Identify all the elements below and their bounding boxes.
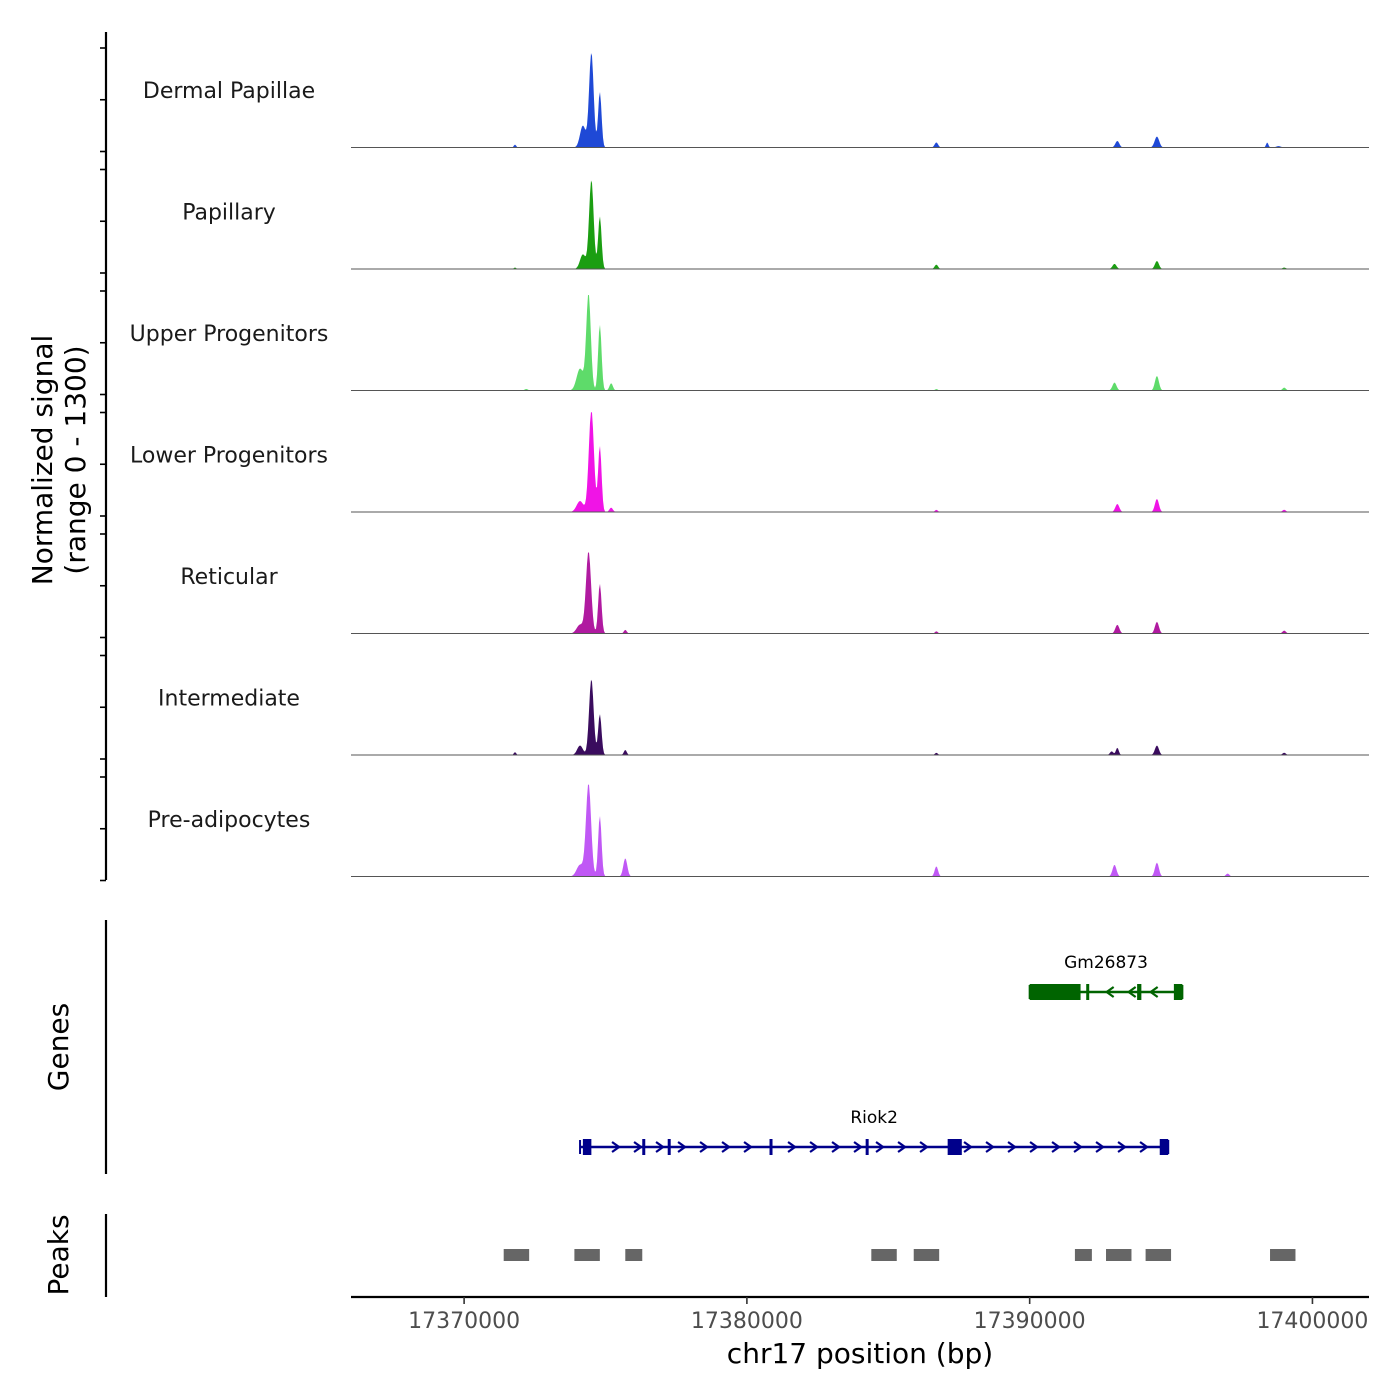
strand-arrow-icon (699, 1141, 709, 1153)
track-label: Papillary (182, 201, 276, 226)
track-label: Dermal Papillae (143, 79, 315, 104)
exon (1159, 1139, 1169, 1155)
exon (582, 1139, 592, 1155)
gene-label: Gm26873 (1064, 953, 1148, 973)
exon (642, 1139, 646, 1155)
strand-arrow-icon (633, 1141, 643, 1153)
strand-arrow-icon (787, 1141, 797, 1153)
signal-tracks: Dermal Papillae Papillary Upper Progenitor… (130, 53, 1369, 877)
x-tick-label: 17370000 (408, 1309, 520, 1334)
strand-arrow-icon (1073, 1141, 1083, 1153)
track-3: Upper Progenitors (130, 295, 1369, 391)
strand-arrow-icon (743, 1141, 753, 1153)
strand-arrow-icon (1104, 986, 1115, 998)
signal-area (351, 180, 1369, 269)
track-label: Intermediate (158, 687, 300, 712)
track-label: Lower Progenitors (130, 444, 328, 469)
strand-arrow-icon (809, 1141, 819, 1153)
peak-track (503, 1249, 1296, 1261)
exon (667, 1139, 671, 1155)
track-7: Pre-adipocytes (148, 784, 1369, 877)
strand-arrow-icon (1148, 986, 1159, 998)
strand-arrow-icon (1007, 1141, 1017, 1153)
strand-arrow-icon (1139, 1141, 1149, 1153)
peak-region (1270, 1249, 1296, 1261)
peak-region (1106, 1249, 1132, 1261)
strand-arrow-icon (985, 1141, 995, 1153)
track-label: Upper Progenitors (130, 322, 329, 347)
peaks-panel-label: Peaks (42, 1214, 75, 1295)
genes-panel-label: Genes (42, 1003, 75, 1091)
exon (865, 1139, 869, 1155)
exon (947, 1139, 962, 1155)
track-5: Reticular (180, 552, 1369, 634)
signal-area (351, 295, 1369, 391)
strand-arrow-icon (1117, 1141, 1127, 1153)
peak-region (871, 1249, 897, 1261)
signal-area (351, 412, 1369, 512)
track-6: Intermediate (158, 679, 1369, 756)
peak-region (1145, 1249, 1172, 1261)
strand-arrow-icon (1029, 1141, 1039, 1153)
gene-label: Riok2 (850, 1108, 898, 1128)
strand-arrow-icon (611, 1141, 621, 1153)
signal-area (351, 53, 1369, 148)
peak-region (625, 1249, 643, 1261)
strand-arrow-icon (655, 1141, 665, 1153)
x-tick-label: 17400000 (1256, 1309, 1368, 1334)
peak-region (503, 1249, 530, 1261)
peak-region (574, 1249, 600, 1261)
strand-arrow-icon (831, 1141, 841, 1153)
strand-arrow-icon (721, 1141, 731, 1153)
gene-Gm26873: Gm26873 (1028, 953, 1184, 1000)
x-tick-label: 17390000 (974, 1309, 1086, 1334)
track-4: Lower Progenitors (130, 412, 1369, 513)
peak-region (1074, 1249, 1092, 1261)
strand-arrow-icon (1051, 1141, 1061, 1153)
strand-arrow-icon (919, 1141, 929, 1153)
exon (769, 1139, 773, 1155)
y-axis-title-line2: (range 0 - 1300) (59, 345, 92, 574)
signal-area (351, 552, 1369, 634)
signal-area (351, 784, 1369, 877)
strand-arrow-icon (1126, 986, 1137, 998)
track-label: Reticular (180, 565, 278, 590)
exon (1029, 984, 1081, 1000)
strand-arrow-icon (963, 1141, 973, 1153)
x-axis-ticks: 17370000 17380000 17390000 17400000 (408, 1297, 1368, 1334)
exon (1137, 984, 1142, 1000)
exon (1173, 984, 1183, 1000)
x-axis-title: chr17 position (bp) (727, 1337, 993, 1370)
gene-track: Gm26873 Riok2 (579, 953, 1184, 1155)
track-1: Dermal Papillae (143, 53, 1369, 148)
y-axis-title-line1: Normalized signal (26, 335, 59, 586)
strand-arrow-icon (853, 1141, 863, 1153)
strand-arrow-icon (875, 1141, 885, 1153)
track-label: Pre-adipocytes (148, 808, 311, 833)
strand-arrow-icon (1095, 1141, 1105, 1153)
x-tick-label: 17380000 (691, 1309, 803, 1334)
strand-arrow-icon (677, 1141, 687, 1153)
y-axis-title: Normalized signal (range 0 - 1300) (26, 335, 92, 586)
track-2: Papillary (182, 180, 1369, 270)
signal-y-ticks (100, 47, 106, 882)
signal-area (351, 679, 1369, 755)
gene-Riok2: Riok2 (579, 1108, 1170, 1155)
peak-region (913, 1249, 940, 1261)
strand-arrow-icon (897, 1141, 907, 1153)
exon (1086, 984, 1090, 1000)
